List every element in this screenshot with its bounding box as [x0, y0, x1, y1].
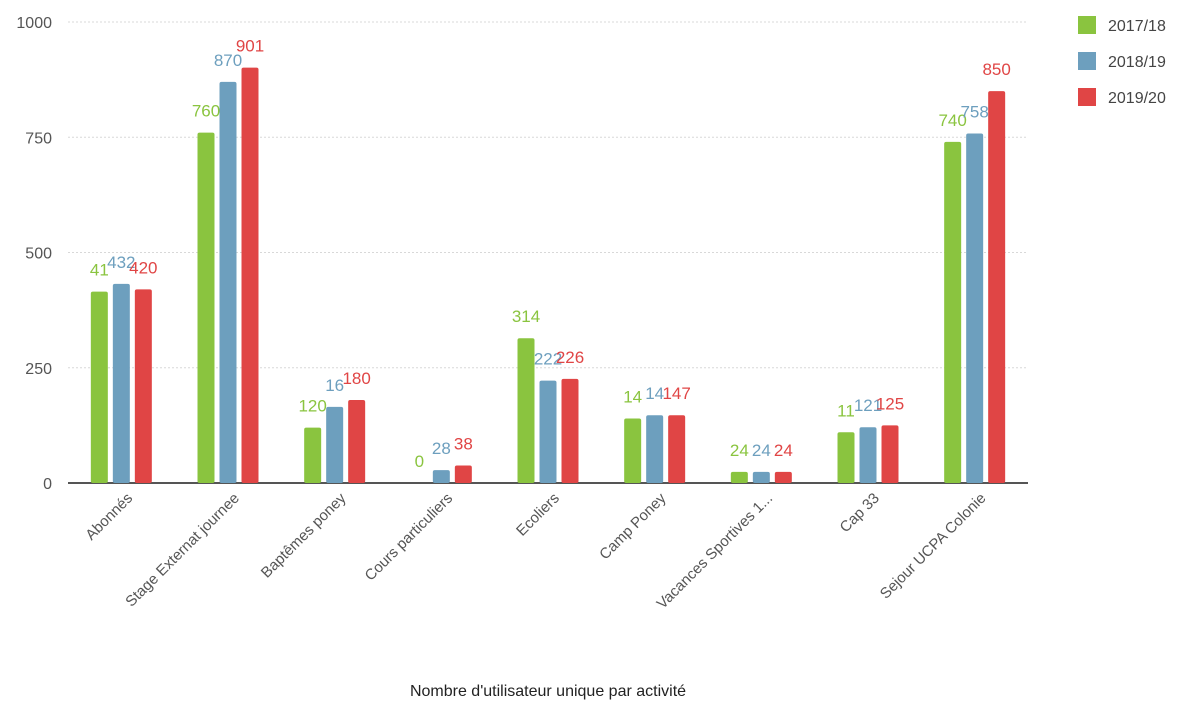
value-label: 14: [623, 387, 642, 406]
value-label: 24: [774, 441, 793, 460]
x-tick-label: Stage Externat journee: [122, 490, 243, 611]
bar-2019-20: [561, 378, 579, 483]
bar-2019-20: [881, 425, 899, 483]
bar-2019-20: [988, 91, 1006, 484]
bar-2017-18: [624, 418, 642, 483]
bar-2018-19: [432, 470, 450, 483]
bar-2018-19: [112, 283, 130, 483]
bar-2019-20: [134, 289, 152, 483]
bar-2017-18: [517, 338, 535, 483]
bar-2018-19: [752, 471, 770, 483]
bar-2018-19: [219, 81, 237, 484]
bar-2019-20: [668, 415, 686, 483]
value-label: 870: [214, 51, 242, 70]
y-tick-label: 1000: [16, 15, 52, 32]
bars: [90, 67, 1006, 484]
bar-2017-18: [837, 432, 855, 483]
bar-2018-19: [326, 406, 344, 483]
legend-label: 2019/20: [1108, 90, 1166, 107]
x-tick-label: Sejour UCPA Colonie: [877, 490, 990, 603]
x-tick-label: Camp Poney: [596, 489, 670, 563]
value-label: 0: [415, 452, 424, 471]
bar-2019-20: [241, 67, 259, 483]
value-label: 16: [325, 376, 344, 395]
value-label: 901: [236, 37, 264, 56]
bar-2019-20: [454, 465, 472, 483]
x-tick-label: Vacances Sportives 1...: [654, 490, 777, 613]
bar-2018-19: [859, 427, 877, 483]
x-tick-label: Baptêmes poney: [258, 489, 350, 581]
value-label: 147: [662, 384, 690, 403]
x-tick-label: Cap 33: [837, 490, 883, 536]
value-label: 11: [837, 401, 855, 420]
y-tick-label: 0: [43, 476, 52, 493]
bar-2017-18: [90, 291, 108, 483]
value-label: 121: [854, 396, 882, 415]
value-label: 432: [107, 253, 135, 272]
y-tick-label: 750: [25, 130, 52, 147]
legend: 2017/18 2018/19 2019/20: [1078, 16, 1166, 107]
value-label: 125: [876, 394, 904, 413]
legend-label: 2017/18: [1108, 18, 1166, 35]
x-tick-label: Abonnés: [82, 490, 136, 544]
legend-swatch: [1078, 52, 1096, 70]
bar-2017-18: [944, 141, 962, 484]
bar-2017-18: [730, 471, 748, 483]
legend-swatch: [1078, 16, 1096, 34]
bar-2019-20: [774, 471, 792, 483]
value-label: 24: [730, 441, 749, 460]
bar-2017-18: [197, 132, 215, 483]
value-label: 120: [298, 397, 326, 416]
value-label: 758: [960, 103, 988, 122]
bar-2018-19: [539, 380, 557, 483]
x-tick-label: Ecoliers: [513, 490, 563, 540]
bar-2019-20: [348, 400, 366, 483]
bar-2018-19: [966, 133, 984, 483]
bar-2018-19: [646, 415, 664, 483]
value-label: 760: [192, 102, 220, 121]
x-tick-label: Cours particuliers: [362, 490, 457, 585]
value-label: 850: [982, 60, 1010, 79]
value-label: 740: [938, 111, 966, 130]
value-label: 314: [512, 307, 540, 326]
value-label: 41: [90, 261, 109, 280]
value-label: 222: [534, 350, 562, 369]
value-label: 226: [556, 348, 584, 367]
value-label: 28: [432, 439, 451, 458]
legend-swatch: [1078, 88, 1096, 106]
value-label: 38: [454, 434, 473, 453]
value-label: 24: [752, 441, 771, 460]
value-label: 180: [342, 369, 370, 388]
y-tick-label: 500: [25, 246, 52, 263]
value-label: 420: [129, 258, 157, 277]
y-tick-label: 250: [25, 361, 52, 378]
value-label: 14: [645, 384, 664, 403]
legend-label: 2018/19: [1108, 54, 1166, 71]
bar-2017-18: [304, 427, 322, 483]
x-axis-title: Nombre d'utilisateur unique par activité: [410, 683, 686, 700]
